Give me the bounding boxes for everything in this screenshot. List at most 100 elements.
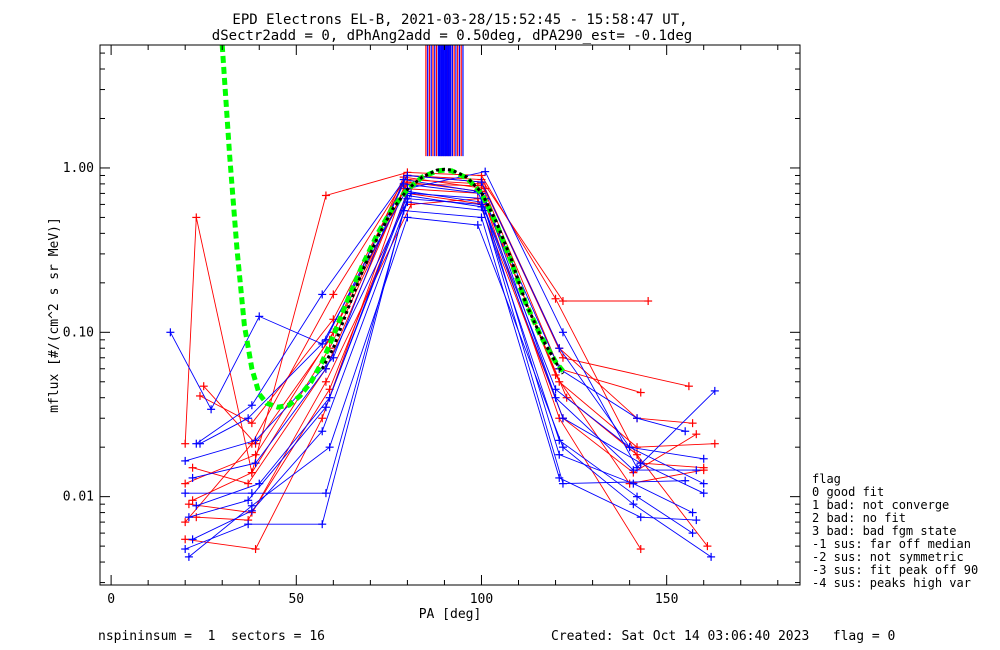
data-point — [329, 290, 338, 299]
data-point — [192, 513, 201, 522]
data-point — [477, 178, 486, 187]
data-point — [558, 479, 567, 488]
series-line — [196, 175, 704, 485]
data-point — [477, 202, 486, 211]
data-point — [192, 501, 201, 510]
data-point — [710, 439, 719, 448]
data-point — [633, 450, 642, 459]
data-point — [707, 552, 716, 561]
data-point — [321, 377, 330, 386]
data-point — [692, 516, 701, 525]
data-point — [318, 290, 327, 299]
data-point — [684, 382, 693, 391]
data-point — [555, 344, 564, 353]
data-point — [558, 328, 567, 337]
data-point — [181, 535, 190, 544]
data-point — [166, 328, 175, 337]
fit-curves — [219, 44, 565, 410]
data-point — [558, 443, 567, 452]
data-point — [321, 403, 330, 412]
x-tick-label: 150 — [655, 592, 678, 607]
data-point — [688, 529, 697, 538]
data-point — [629, 500, 638, 509]
series-line — [192, 181, 704, 501]
peak-markers — [425, 45, 464, 157]
data-point — [184, 500, 193, 509]
data-point — [188, 535, 197, 544]
data-point — [184, 513, 193, 522]
data-point — [181, 489, 190, 498]
data-point — [636, 545, 645, 554]
data-point — [551, 294, 560, 303]
data-point — [692, 466, 701, 475]
legend-entry: 3 bad: bad fgm state — [812, 524, 957, 538]
legend-entry: 2 bad: no fit — [812, 511, 906, 525]
x-tick-label: 0 — [107, 592, 115, 607]
data-point — [625, 443, 634, 452]
data-point — [699, 454, 708, 463]
data-point — [403, 213, 412, 222]
data-point — [629, 479, 638, 488]
data-point — [199, 382, 208, 391]
series-line — [184, 171, 704, 473]
data-point — [555, 473, 564, 482]
data-point — [325, 443, 334, 452]
data-point — [633, 443, 642, 452]
series-line — [196, 190, 704, 507]
black-fit-curve — [320, 167, 565, 375]
data-point — [644, 297, 653, 306]
series-line — [192, 201, 693, 540]
data-point — [636, 388, 645, 397]
data-point — [681, 427, 690, 436]
data-point — [188, 463, 197, 472]
data-point — [247, 401, 256, 410]
data-point — [196, 391, 204, 400]
y-tick-label: 0.01 — [63, 490, 94, 505]
legend-entry: -4 sus: peaks high var — [812, 576, 971, 590]
chart-title-line-1: EPD Electrons EL-B, 2021-03-28/15:52:45 … — [232, 12, 687, 28]
data-point — [181, 518, 190, 527]
legend-title: flag — [812, 472, 841, 486]
data-point — [710, 386, 719, 395]
plot-frame — [99, 44, 801, 586]
data-point — [251, 450, 260, 459]
data-point — [681, 476, 690, 485]
data-point — [318, 427, 327, 436]
data-point — [699, 489, 708, 498]
x-tick-label: 50 — [288, 592, 304, 607]
axis-ticks: 0 50 100 150 0.01 0.10 1.00 — [63, 45, 800, 607]
data-point — [244, 496, 253, 505]
green-fit-curve — [219, 44, 565, 410]
data-point — [251, 459, 260, 468]
legend-entry: -3 sus: fit peak off 90 — [812, 563, 978, 577]
data-point — [688, 419, 697, 428]
data-point — [636, 513, 645, 522]
y-tick-label: 0.10 — [63, 325, 94, 340]
data-point — [699, 466, 708, 475]
data-point — [196, 439, 204, 448]
data-point — [633, 414, 642, 423]
series-line — [199, 183, 686, 445]
data-point — [636, 459, 645, 468]
series-line — [188, 192, 708, 547]
flag-legend: flag 0 good fit 1 bad: not converge 2 ba… — [812, 472, 978, 590]
data-point — [329, 353, 338, 362]
data-point — [321, 489, 330, 498]
data-point — [551, 370, 560, 379]
data-point — [688, 508, 697, 517]
data-point — [321, 335, 330, 344]
data-point — [633, 492, 642, 501]
data-point — [247, 506, 256, 515]
data-point — [207, 405, 216, 414]
data-point — [318, 520, 327, 529]
data-point — [251, 436, 260, 445]
series-line — [188, 195, 693, 534]
data-point — [255, 312, 264, 321]
footer-left: nspininsum = 1 sectors = 16 — [98, 629, 325, 644]
data-point — [399, 175, 408, 184]
data-point — [181, 545, 190, 554]
data-point — [188, 473, 197, 482]
data-point — [629, 466, 638, 475]
series-line — [203, 183, 715, 448]
